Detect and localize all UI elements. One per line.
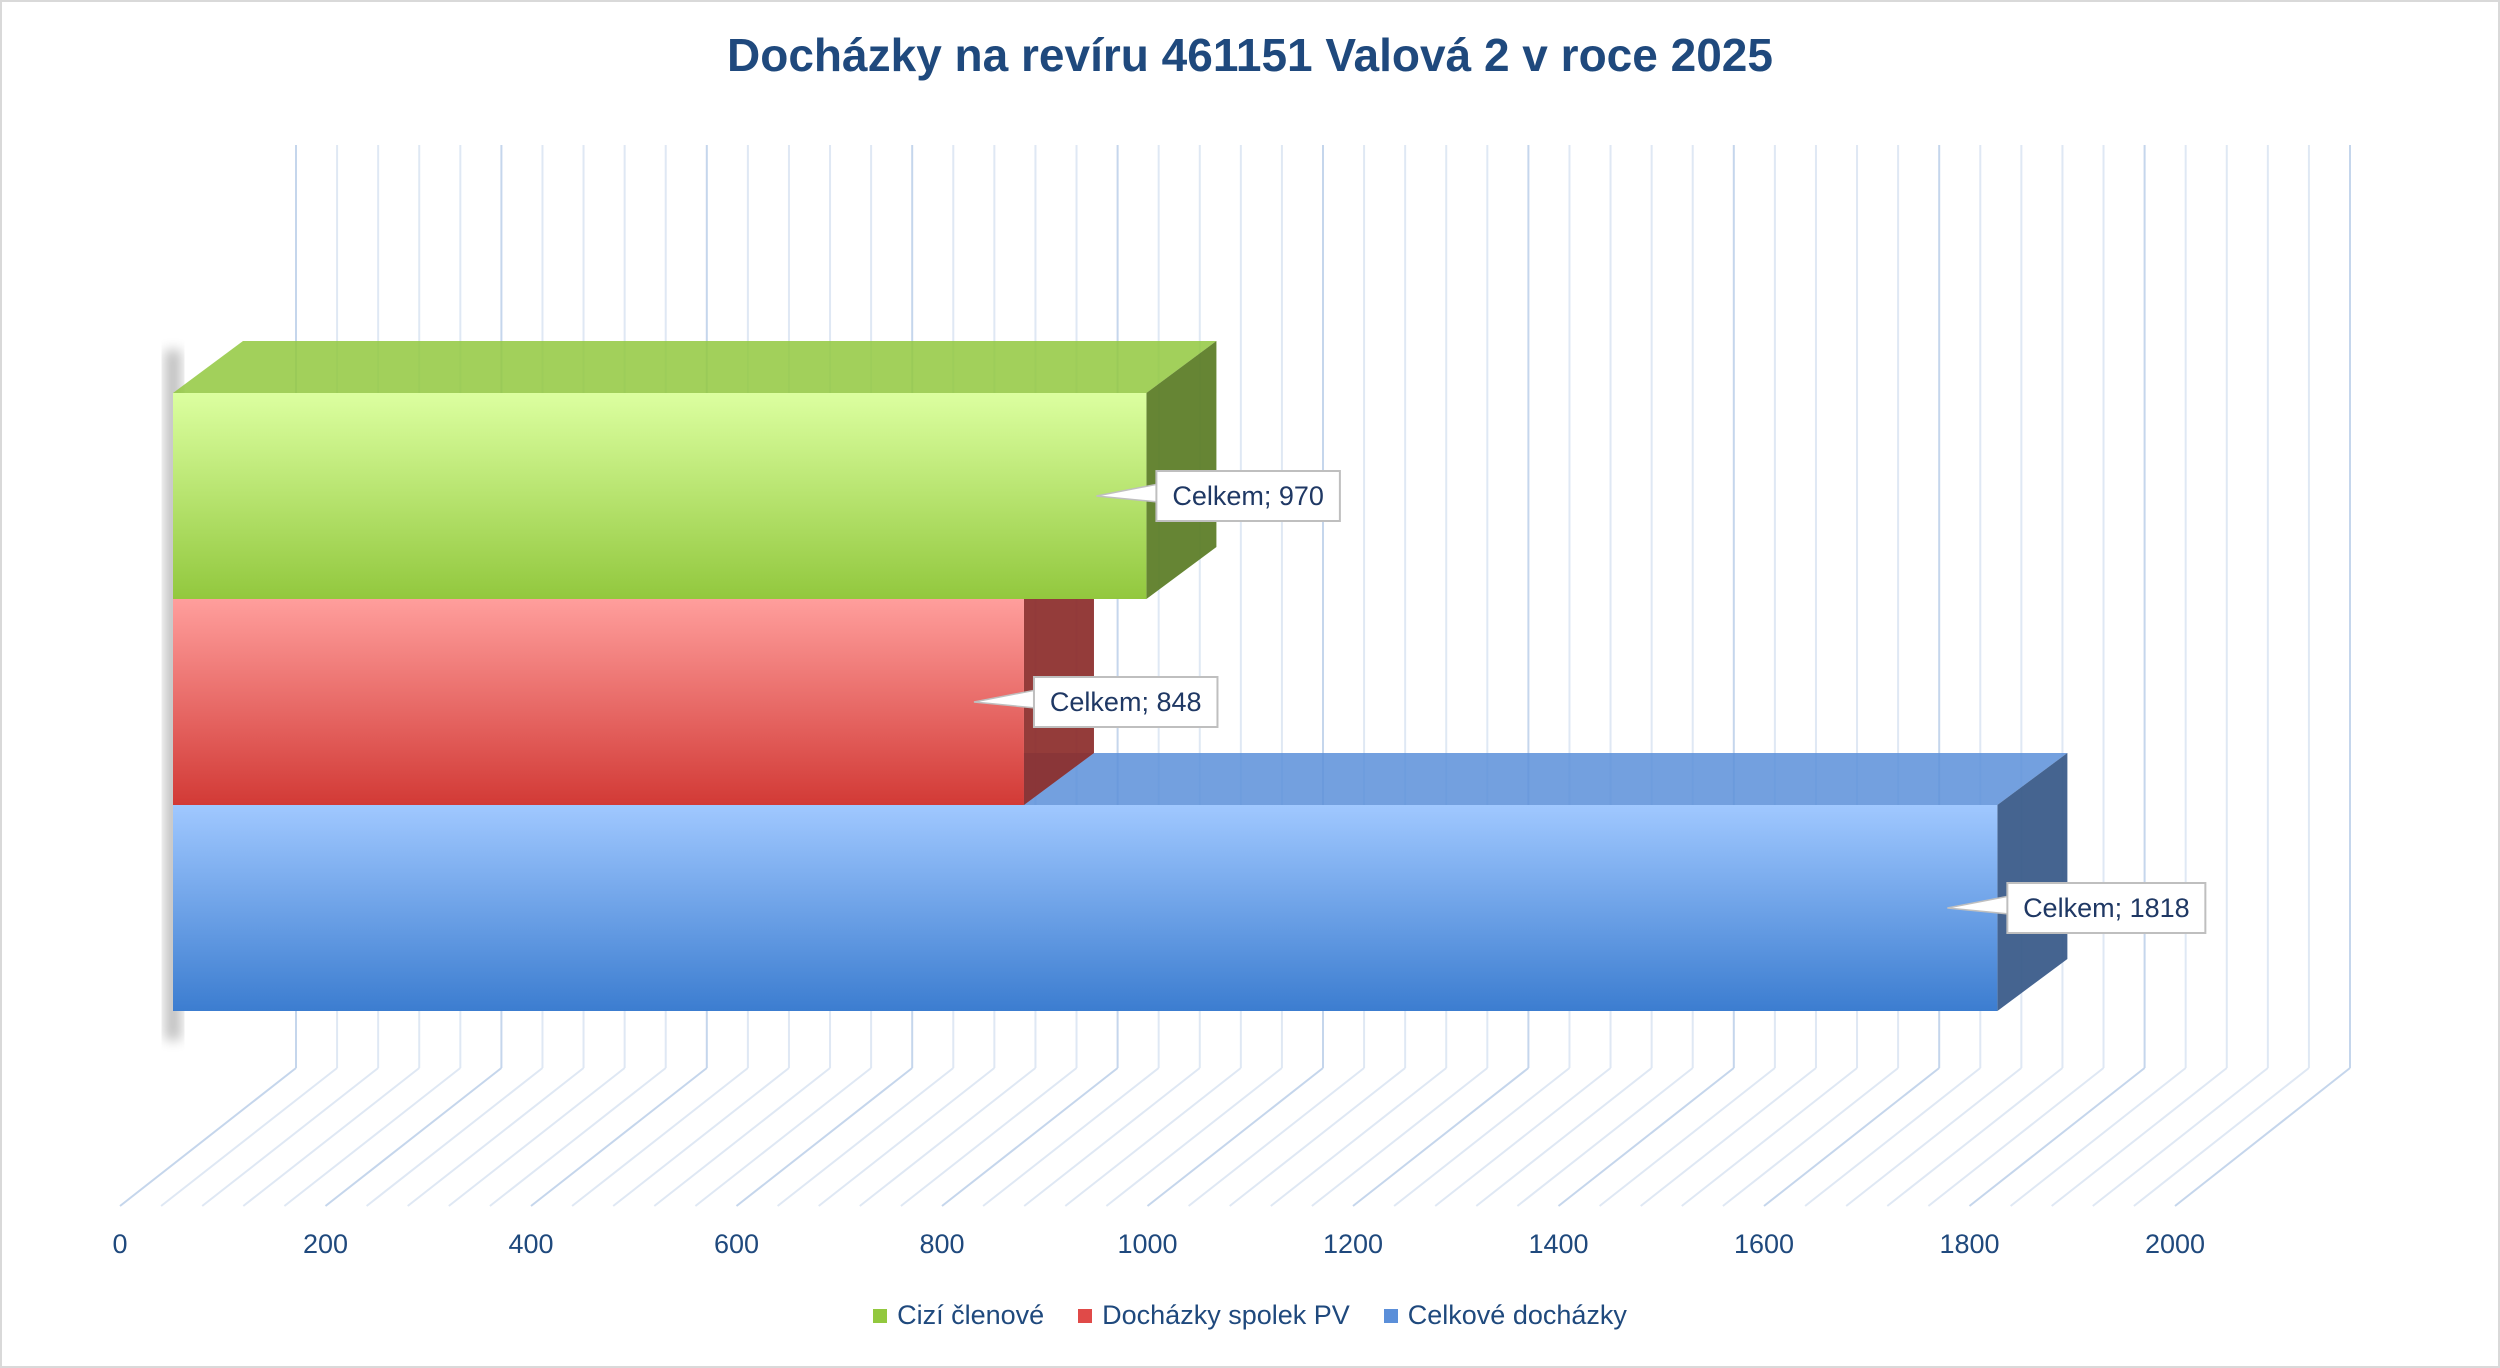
data-label-box [1155,470,1341,522]
data-labels: Celkem; 970 Celkem; 848 Celkem; 1818 [973,470,2207,934]
data-label-box [1032,676,1219,728]
gridline [1105,1067,1283,1207]
bars [165,341,2068,1040]
gridline [900,1067,1078,1207]
x-tick-label: 0 [112,1229,127,1259]
gridline [653,1067,831,1207]
legend-item-1: Cizí členové [873,1300,1044,1331]
data-label-text: Celkem; 1818 [2023,893,2190,923]
data-label-3: Celkem; 1818 [1947,882,2207,934]
gridline [1146,1067,1324,1207]
gridline [1311,1067,1488,1207]
legend-swatch [1078,1308,1093,1323]
x-tick-label: 600 [714,1229,759,1259]
gridline [2174,1067,2351,1207]
gridline [1434,1067,1612,1207]
x-tick-label: 1600 [1734,1229,1794,1259]
gridline [1064,1067,1242,1207]
x-tick-label: 1000 [1117,1229,1177,1259]
data-label-2: Celkem; 848 [973,676,1219,728]
gridline [448,1067,626,1207]
bar-front-face [173,393,1147,599]
gridline [530,1067,708,1207]
x-tick-label: 1400 [1528,1229,1588,1259]
legend: Cizí členové Docházky spolek PV Celkové do… [0,1300,2500,1331]
gridline [1763,1067,1940,1207]
data-label-text: Celkem; 848 [1050,687,1202,717]
gridline [407,1067,585,1207]
legend-label: Celkové docházky [1407,1300,1627,1330]
gridline [119,1067,297,1207]
gridline [735,1067,913,1207]
gridline [818,1067,995,1207]
legend-item-2: Docházky spolek PV [1078,1300,1350,1331]
gridline [1475,1067,1653,1207]
x-tick-label: 200 [303,1229,348,1259]
data-label-box [2006,882,2207,934]
gridline [1681,1067,1858,1207]
gridline [324,1067,503,1207]
gridline [859,1067,1037,1207]
data-label-text: Celkem; 970 [1172,481,1324,511]
x-axis-tick-labels: 0 200 400 600 800 1000 1200 1400 1600 1800 2000 [112,1229,2205,1259]
gridline [160,1067,338,1207]
data-label-1: Celkem; 970 [1096,470,1341,522]
x-tick-label: 1800 [1939,1229,1999,1259]
x-tick-label: 1200 [1323,1229,1383,1259]
gridline [571,1067,749,1207]
bar-1 [173,341,1217,599]
gridline [2133,1067,2310,1207]
gridline [283,1067,461,1207]
gridline [776,1067,954,1207]
gridline [365,1067,544,1207]
gridline [1845,1067,2022,1207]
x-tick-label: 800 [919,1229,964,1259]
x-tick-label: 400 [508,1229,553,1259]
gridline [1352,1067,1530,1207]
gridline [1640,1067,1817,1207]
x-tick-label: 2000 [2145,1229,2205,1259]
gridline [1886,1067,2064,1207]
gridline [1557,1067,1735,1207]
gridline [1187,1067,1365,1207]
bar-front-face [173,599,1024,805]
gridline [1804,1067,1981,1207]
gridline [1968,1067,2146,1207]
gridline [201,1067,379,1207]
gridline [1393,1067,1571,1207]
gridline [694,1067,872,1207]
gridline [1598,1067,1776,1207]
gridline [2009,1067,2187,1207]
gridline [941,1067,1119,1207]
gridline [242,1067,420,1207]
gridline [2092,1067,2269,1207]
gridline [1270,1067,1447,1207]
legend-item-3: Celkové docházky [1383,1300,1627,1331]
gridline [1516,1067,1694,1207]
bar-top-face [173,341,1217,393]
gridline [2051,1067,2228,1207]
legend-label: Cizí členové [897,1300,1045,1330]
legend-swatch [1383,1308,1398,1323]
bar-front-face [173,805,1998,1011]
gridline [1229,1067,1406,1207]
chart-title: Docházky na revíru 461151 Valová 2 v roc… [727,29,1773,81]
gridline [1722,1067,1899,1207]
gridline [1023,1067,1201,1207]
legend-swatch [873,1308,888,1323]
legend-label: Docházky spolek PV [1102,1300,1350,1330]
gridline [982,1067,1160,1207]
gridline [612,1067,790,1207]
gridline [489,1067,667,1207]
gridline [1927,1067,2105,1207]
